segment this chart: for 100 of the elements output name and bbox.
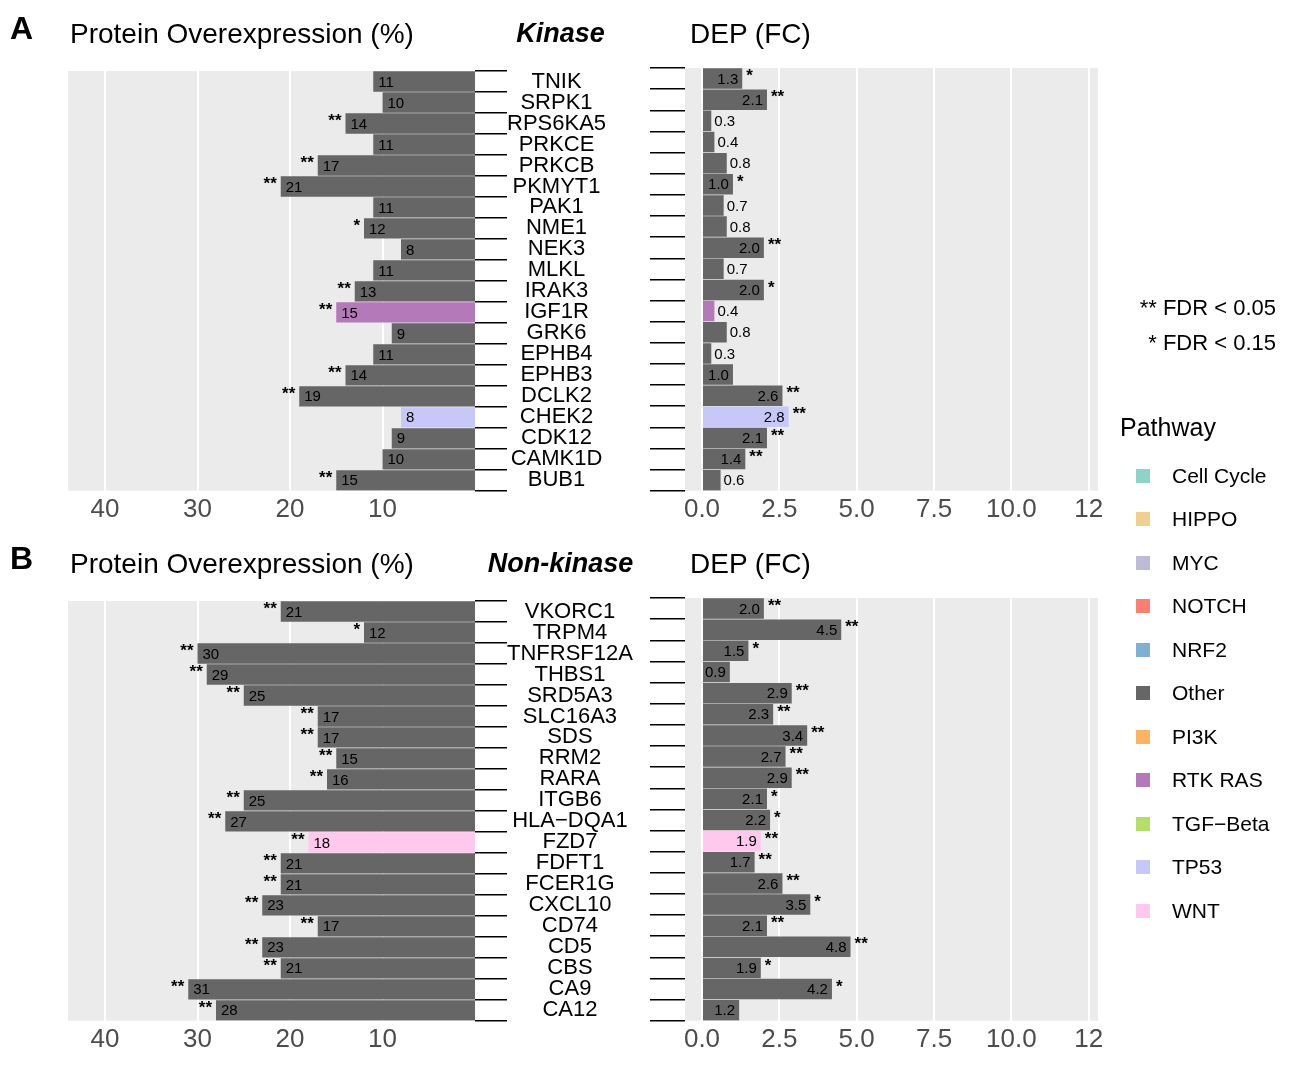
data-label: 8 <box>406 240 415 258</box>
data-label: 28 <box>221 1001 238 1019</box>
data-label: 9 <box>396 324 406 342</box>
data-label: 0.3 <box>714 111 736 129</box>
data-label: 2.0 <box>739 238 760 256</box>
x-tick-label: 7.5 <box>915 492 953 523</box>
text: Non-kinase <box>486 548 635 579</box>
data-label: 2.9 <box>766 768 788 786</box>
legend-label: NOTCH <box>1172 594 1247 619</box>
annotation: ** <box>226 683 241 703</box>
text: Kinase <box>515 18 606 49</box>
x-tick-label: 20 <box>275 492 305 523</box>
data-label: 11 <box>378 198 394 216</box>
annotation: * <box>353 620 361 640</box>
bar <box>308 832 475 853</box>
data-label: 15 <box>341 749 358 767</box>
x-tick-label: 10.0 <box>986 492 1037 523</box>
legend-label: HIPPO <box>1172 507 1238 532</box>
annotation: ** <box>180 641 194 661</box>
annotation: ** <box>328 363 342 383</box>
data-label: 3.4 <box>782 726 804 744</box>
text: A <box>10 10 34 47</box>
annotation: ** <box>786 871 801 891</box>
legend-label: RTK RAS <box>1172 768 1263 793</box>
legend-label: TP53 <box>1172 855 1223 880</box>
data-label: 0.4 <box>717 302 739 320</box>
x-tick-label: 2.5 <box>761 492 798 523</box>
data-label: 2.2 <box>745 811 767 829</box>
data-label: 2.6 <box>757 874 779 892</box>
chart-title: DEP (FC) <box>690 18 811 50</box>
annotation: * <box>770 786 778 806</box>
data-label: 4.8 <box>825 937 847 955</box>
legend-label: PI3K <box>1172 724 1218 749</box>
data-label: 23 <box>267 896 284 914</box>
legend-title: Pathway <box>1120 413 1217 442</box>
annotation: * <box>353 216 361 236</box>
data-label: 1.5 <box>723 641 745 659</box>
data-label: 21 <box>285 177 303 195</box>
data-label: 14 <box>350 114 368 132</box>
data-label: 11 <box>378 261 394 279</box>
annotation: ** <box>319 300 333 320</box>
legend-label: NRF2 <box>1172 637 1227 662</box>
bar <box>703 406 789 428</box>
x-tick-label: 30 <box>183 1022 212 1053</box>
data-label: 21 <box>285 959 303 977</box>
bar <box>703 830 761 852</box>
annotation: ** <box>300 725 315 745</box>
x-tick-label: 40 <box>90 1022 120 1053</box>
annotation: ** <box>282 384 296 404</box>
data-label: 11 <box>378 72 394 90</box>
data-label: 0.6 <box>723 471 745 489</box>
bar <box>336 302 475 323</box>
annotation: ** <box>198 997 213 1017</box>
x-tick-label: 20 <box>275 1022 305 1053</box>
annotation: * <box>746 66 754 86</box>
x-tick-label: 40 <box>90 492 120 523</box>
data-label: 23 <box>267 938 284 956</box>
text: B <box>10 540 34 577</box>
annotation: * <box>835 976 843 996</box>
data-label: 21 <box>285 854 303 872</box>
data-label: 0.4 <box>717 133 739 151</box>
annotation: ** <box>764 828 779 848</box>
data-label: 1.9 <box>735 959 757 977</box>
data-label: 9 <box>396 429 406 447</box>
legend-label: Cell Cycle <box>1172 463 1267 488</box>
annotation: ** <box>300 704 315 724</box>
annotation: ** <box>792 404 807 424</box>
data-label: 0.3 <box>714 344 736 362</box>
data-label: 2.7 <box>760 747 782 765</box>
data-label: 17 <box>322 707 340 725</box>
data-label: 27 <box>230 812 247 830</box>
chart-title: DEP (FC) <box>690 548 811 580</box>
annotation: ** <box>767 596 782 616</box>
data-label: 2.0 <box>739 281 760 299</box>
data-label: 21 <box>285 602 303 620</box>
annotation: ** <box>319 746 333 766</box>
data-label: 2.8 <box>763 407 785 425</box>
data-label: 11 <box>378 345 394 363</box>
x-tick-label: 0.0 <box>683 492 721 523</box>
data-label: 12 <box>369 623 386 641</box>
annotation: * <box>736 171 744 191</box>
annotation: * <box>814 892 822 912</box>
x-tick-label: 5.0 <box>838 1022 875 1053</box>
annotation: ** <box>786 383 801 403</box>
annotation: ** <box>770 425 785 445</box>
annotation: ** <box>309 767 324 787</box>
legend-label: WNT <box>1172 898 1220 923</box>
data-label: 19 <box>304 387 321 405</box>
data-label: 17 <box>322 917 340 935</box>
data-label: 2.0 <box>739 599 760 617</box>
annotation: ** <box>767 235 782 255</box>
data-label: 0.8 <box>729 217 751 235</box>
data-label: 13 <box>359 282 377 300</box>
data-label: 0.9 <box>705 663 726 681</box>
data-label: 1.0 <box>708 365 729 383</box>
annotation: ** <box>749 446 763 466</box>
x-tick-label: 2.5 <box>761 1022 798 1053</box>
x-tick-label: 10 <box>368 1022 397 1053</box>
data-label: 2.1 <box>742 429 763 447</box>
annotation: ** <box>245 893 259 913</box>
